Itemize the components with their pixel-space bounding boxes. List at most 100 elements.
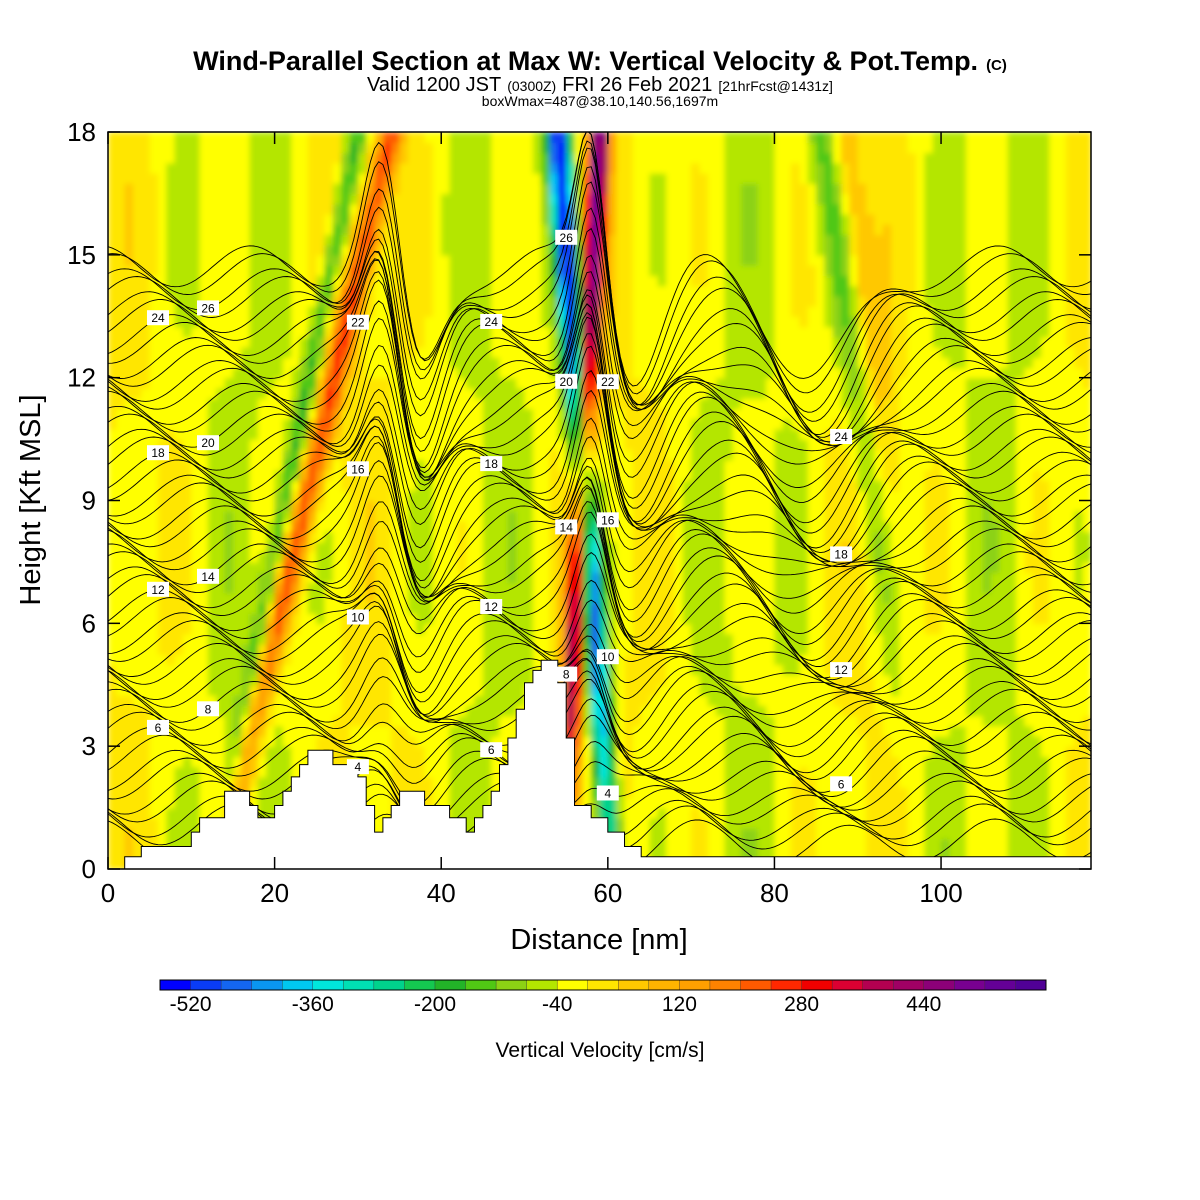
field-cell (316, 224, 326, 236)
field-cell (133, 797, 143, 809)
field-cell (516, 418, 526, 430)
field-cell (282, 695, 292, 706)
field-cell (391, 582, 401, 594)
field-cell (274, 387, 284, 399)
field-cell (274, 142, 284, 154)
field-cell (491, 725, 501, 737)
field-cell (133, 807, 143, 819)
field-cell (391, 684, 401, 696)
field-cell (541, 347, 551, 358)
field-cell (499, 357, 509, 369)
field-cell (183, 398, 193, 410)
field-cell (557, 172, 567, 184)
field-cell (249, 213, 259, 225)
field-cell (183, 387, 193, 399)
field-cell (124, 357, 134, 369)
field-cell (307, 531, 317, 543)
field-cell (624, 633, 634, 645)
field-cell (657, 295, 667, 307)
field-cell (224, 766, 234, 778)
field-cell (357, 347, 367, 358)
field-cell (532, 254, 542, 266)
field-cell (666, 183, 676, 195)
field-cell (199, 398, 209, 410)
field-cell (416, 285, 426, 297)
field-cell (341, 172, 351, 184)
field-cell (382, 602, 392, 614)
field-cell (416, 705, 426, 717)
field-cell (674, 162, 684, 174)
field-cell (607, 224, 617, 236)
field-cell (507, 510, 517, 522)
field-cell (391, 510, 401, 522)
field-cell (282, 623, 292, 635)
field-cell (158, 592, 168, 604)
field-cell (641, 234, 651, 246)
field-cell (108, 490, 118, 502)
field-cell (382, 347, 392, 358)
field-cell (524, 398, 534, 410)
field-cell (549, 500, 559, 512)
field-cell (466, 224, 476, 236)
field-cell (366, 347, 376, 358)
field-cell (466, 633, 476, 645)
field-cell (366, 787, 376, 799)
field-cell (607, 490, 617, 502)
field-cell (491, 469, 501, 481)
field-cell (141, 357, 151, 369)
field-cell (474, 439, 484, 451)
field-cell (666, 172, 676, 184)
field-cell (616, 234, 626, 246)
field-cell (257, 244, 267, 256)
field-cell (224, 705, 234, 717)
field-cell (607, 172, 617, 184)
field-cell (158, 336, 168, 348)
field-cell (291, 602, 301, 614)
field-cell (474, 377, 484, 389)
field-cell (491, 306, 501, 317)
field-cell (349, 162, 359, 174)
field-cell (349, 521, 359, 532)
field-cell (649, 295, 659, 307)
field-cell (432, 633, 442, 645)
field-cell (649, 408, 659, 420)
field-cell (474, 162, 484, 174)
field-cell (216, 602, 226, 614)
field-cell (499, 162, 509, 174)
field-cell (191, 756, 201, 768)
field-cell (491, 193, 501, 205)
field-cell (532, 285, 542, 297)
field-cell (632, 510, 642, 522)
field-cell (216, 725, 226, 737)
field-cell (149, 183, 159, 195)
field-cell (457, 224, 467, 236)
field-cell (233, 142, 243, 154)
field-cell (266, 735, 276, 747)
field-cell (257, 572, 267, 584)
field-cell (516, 582, 526, 594)
field-cell (116, 510, 126, 522)
field-cell (116, 439, 126, 451)
field-cell (574, 244, 584, 256)
chart-title: Wind-Parallel Section at Max W: Vertical… (193, 46, 1007, 76)
field-cell (366, 725, 376, 737)
field-cell (399, 193, 409, 205)
field-cell (574, 254, 584, 266)
field-cell (124, 623, 134, 635)
field-cell (424, 316, 434, 328)
field-cell (208, 643, 218, 655)
field-cell (449, 490, 459, 502)
field-cell (382, 459, 392, 471)
field-cell (266, 582, 276, 594)
field-cell (141, 183, 151, 195)
field-cell (266, 541, 276, 553)
field-cell (282, 684, 292, 696)
field-cell (266, 183, 276, 195)
field-cell (316, 592, 326, 604)
field-cell (183, 746, 193, 758)
field-cell (599, 132, 609, 143)
field-cell (657, 306, 667, 317)
field-cell (233, 469, 243, 481)
field-cell (133, 306, 143, 317)
field-cell (416, 142, 426, 154)
